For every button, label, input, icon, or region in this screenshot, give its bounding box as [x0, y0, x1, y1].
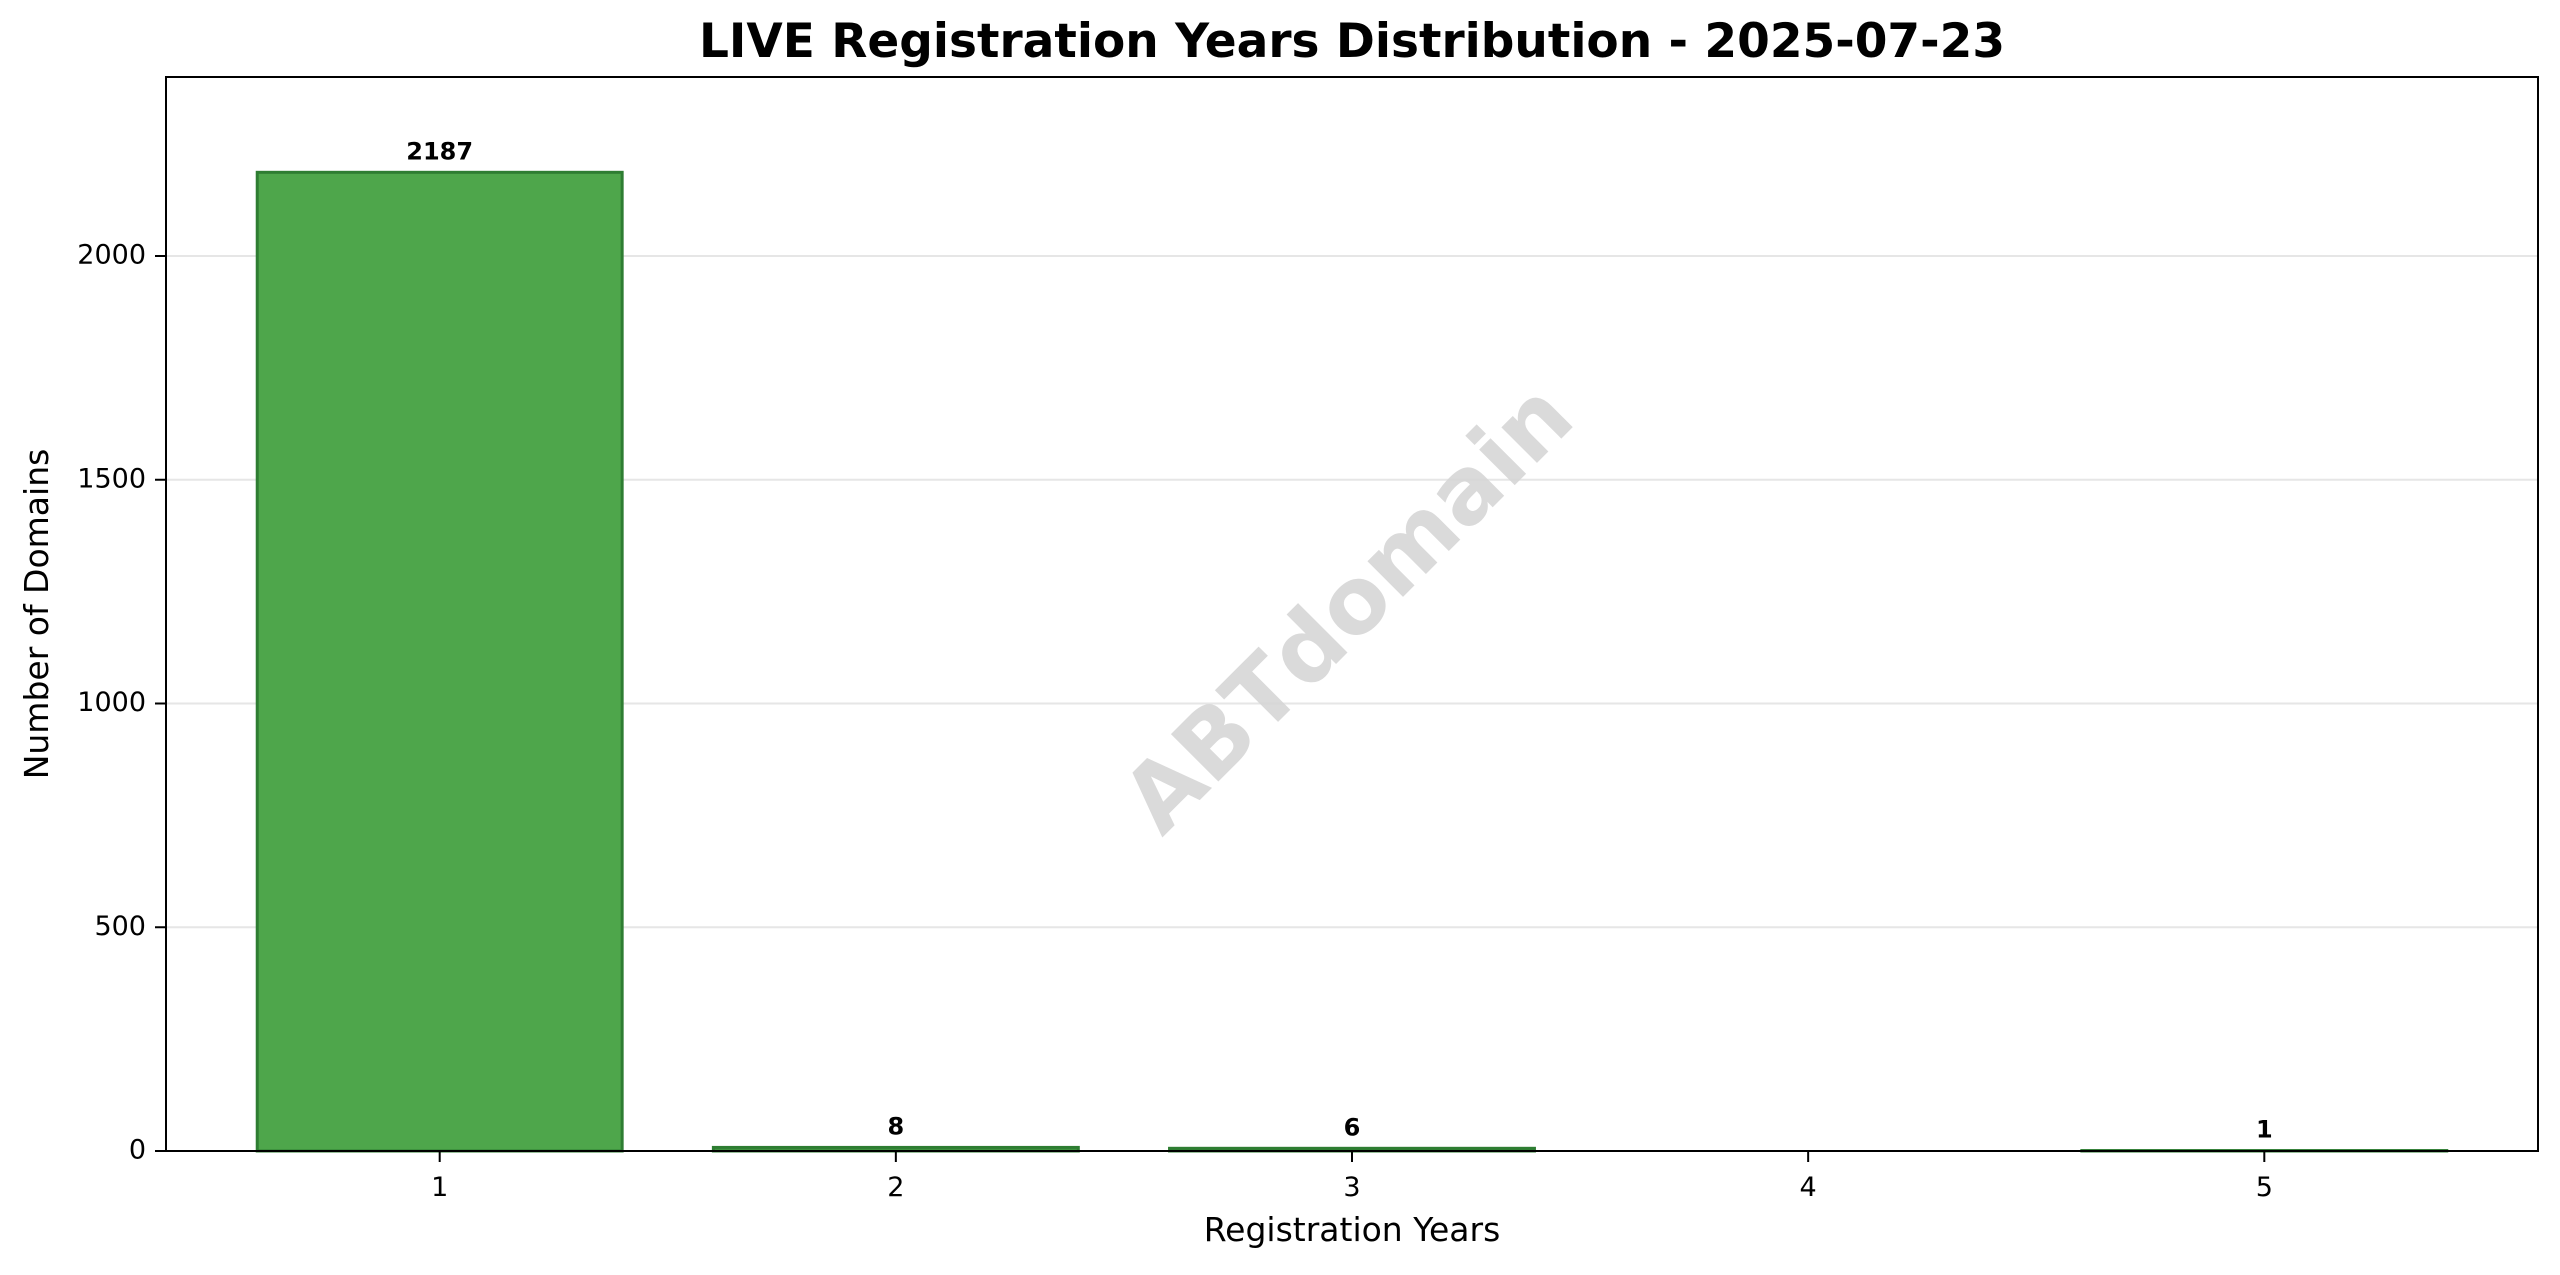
x-axis-label: Registration Years	[1204, 1210, 1501, 1249]
x-tick-label: 3	[1343, 1172, 1360, 1203]
y-tick-label: 0	[129, 1135, 146, 1166]
x-tick-label: 1	[431, 1172, 448, 1203]
y-tick-label: 1500	[77, 463, 146, 494]
y-tick-label: 2000	[77, 240, 146, 271]
y-axis-label: Number of Domains	[17, 449, 56, 780]
x-tick-label: 2	[887, 1172, 904, 1203]
x-tick-label: 4	[1800, 1172, 1817, 1203]
bar-value-label: 6	[1344, 1113, 1361, 1141]
bar-value-label: 2187	[406, 137, 473, 165]
bar-value-label: 8	[887, 1112, 904, 1140]
bar	[257, 172, 622, 1151]
chart-title: LIVE Registration Years Distribution - 2…	[699, 14, 2005, 69]
y-tick-label: 1000	[77, 687, 146, 718]
y-tick-label: 500	[94, 911, 146, 942]
x-tick-label: 5	[2256, 1172, 2273, 1203]
bar-value-label: 1	[2256, 1116, 2273, 1144]
